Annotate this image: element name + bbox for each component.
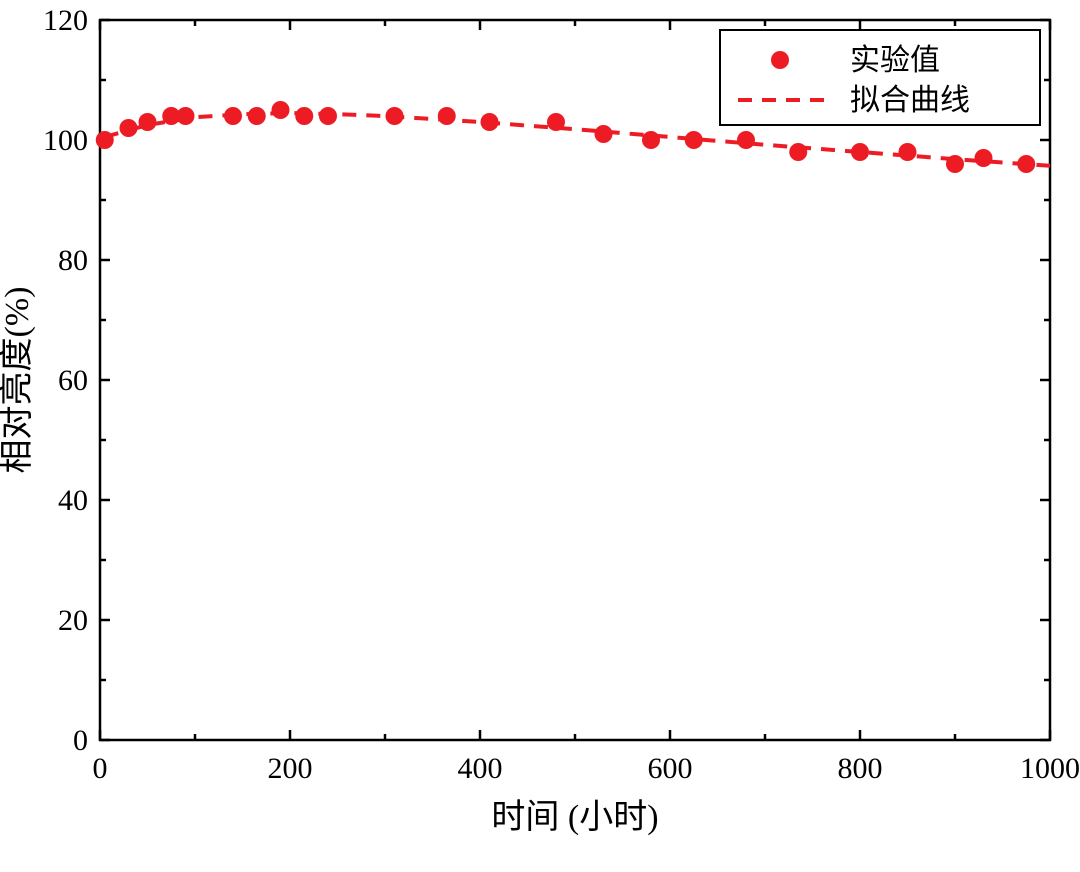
y-tick-label: 40 <box>58 484 88 517</box>
scatter-point <box>438 107 456 125</box>
scatter-point <box>248 107 266 125</box>
scatter-point <box>975 149 993 167</box>
legend-marker-icon <box>771 51 789 69</box>
y-tick-label: 0 <box>73 724 88 757</box>
scatter-point <box>120 119 138 137</box>
scatter-point <box>789 143 807 161</box>
x-tick-label: 800 <box>838 752 883 785</box>
scatter-point <box>899 143 917 161</box>
y-tick-label: 80 <box>58 244 88 277</box>
scatter-point <box>595 125 613 143</box>
x-tick-label: 600 <box>648 752 693 785</box>
scatter-point <box>96 131 114 149</box>
y-axis-label: 相对亮度(%) <box>0 287 36 474</box>
x-tick-label: 200 <box>268 752 313 785</box>
x-axis-label: 时间 (小时) <box>491 799 658 836</box>
scatter-point <box>295 107 313 125</box>
scatter-point <box>272 101 290 119</box>
y-tick-label: 100 <box>43 124 88 157</box>
chart-svg: 0 200 400 600 800 1000 0 20 40 60 80 100 120 时间 (小时) 相… <box>0 0 1080 872</box>
scatter-point <box>547 113 565 131</box>
x-tick-label: 0 <box>93 752 108 785</box>
scatter-point <box>1017 155 1035 173</box>
scatter-point <box>386 107 404 125</box>
plot-border <box>100 20 1050 740</box>
scatter-point <box>851 143 869 161</box>
scatter-point <box>224 107 242 125</box>
scatter-point <box>481 113 499 131</box>
scatter-point <box>642 131 660 149</box>
scatter-point <box>139 113 157 131</box>
y-tick-label: 60 <box>58 364 88 397</box>
scatter-point <box>319 107 337 125</box>
scatter-point <box>685 131 703 149</box>
x-tick-label: 1000 <box>1020 752 1080 785</box>
scatter-point <box>177 107 195 125</box>
scatter-point <box>946 155 964 173</box>
legend-label-scatter: 实验值 <box>850 44 940 77</box>
y-tick-label: 20 <box>58 604 88 637</box>
chart-container: 0 200 400 600 800 1000 0 20 40 60 80 100 120 时间 (小时) 相… <box>0 0 1080 872</box>
x-tick-label: 400 <box>458 752 503 785</box>
scatter-point <box>737 131 755 149</box>
legend-label-line: 拟合曲线 <box>850 84 970 117</box>
y-tick-label: 120 <box>43 4 88 37</box>
